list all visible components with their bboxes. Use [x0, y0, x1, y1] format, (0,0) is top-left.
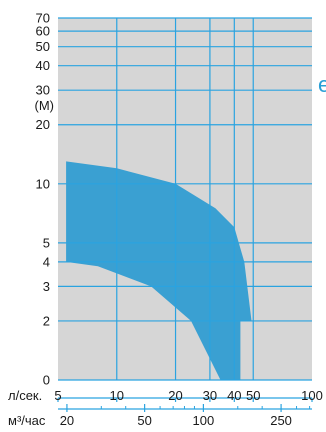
y-tick-label: 50 — [36, 39, 50, 54]
secondary-x-axis-label: м³/час — [8, 413, 46, 428]
primary-x-axis-label: л/сек. — [8, 388, 42, 403]
y-tick-label: 5 — [43, 235, 50, 250]
y-tick-label: 20 — [36, 117, 50, 132]
y-tick-label: 40 — [36, 58, 50, 73]
cropped-letter-fragment: e — [318, 74, 326, 96]
secondary-x-tick-label: 20 — [60, 413, 74, 428]
primary-x-tick-label: 50 — [246, 388, 260, 403]
primary-x-tick-label: 10 — [110, 388, 124, 403]
y-tick-label: 4 — [43, 254, 50, 269]
primary-x-tick-label: 30 — [203, 388, 217, 403]
secondary-x-tick-label: 100 — [193, 413, 215, 428]
y-tick-label: 0 — [43, 373, 50, 388]
primary-x-tick-label: 100 — [301, 388, 323, 403]
y-tick-label: 60 — [36, 24, 50, 39]
primary-x-tick-label: 40 — [227, 388, 241, 403]
primary-x-tick-label: 20 — [168, 388, 182, 403]
y-tick-label: 2 — [43, 313, 50, 328]
operating-range-area — [66, 161, 252, 380]
y-axis-label: (М) — [35, 98, 55, 113]
y-tick-label: 70 — [36, 11, 50, 26]
cropped-letter: e — [318, 74, 326, 96]
secondary-x-tick-label: 50 — [137, 413, 151, 428]
primary-x-tick-label: 5 — [54, 388, 61, 403]
secondary-x-tick-label: 250 — [270, 413, 292, 428]
y-tick-label: 10 — [36, 176, 50, 191]
y-tick-label: 3 — [43, 279, 50, 294]
y-tick-label: 30 — [36, 83, 50, 98]
